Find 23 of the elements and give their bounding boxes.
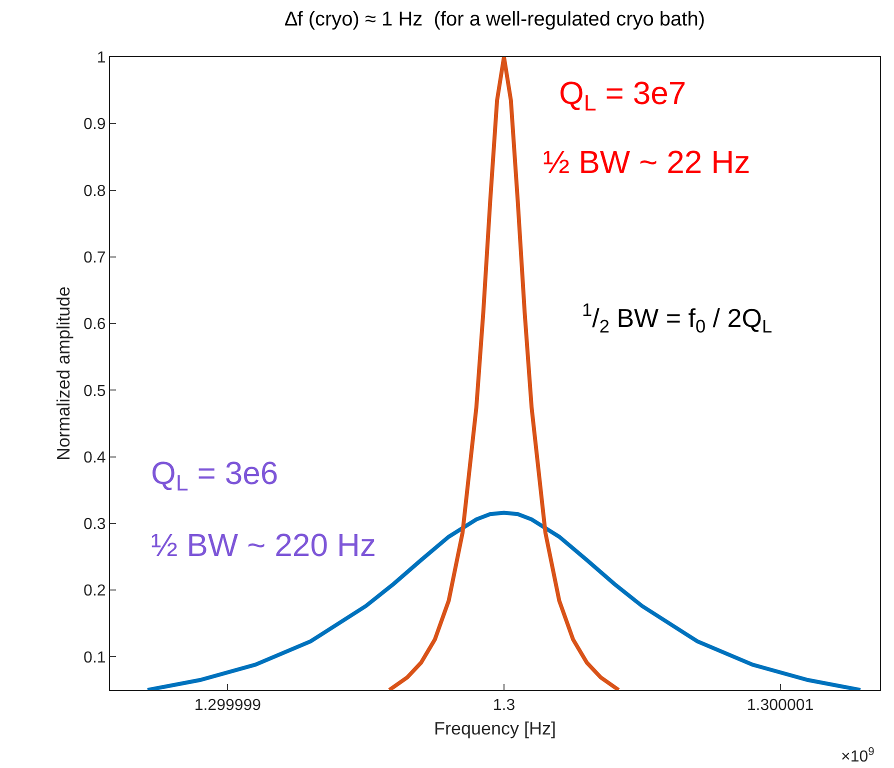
text: ×10$^{9}$ — [841, 746, 874, 766]
y-axis-title: Normalized amplitude — [54, 286, 74, 461]
x-tick-label: 1.299999 — [194, 697, 262, 714]
annotation: Q$_{L}$ = 3e7 — [559, 75, 686, 116]
annotation: ½ BW ~ 220 Hz — [151, 527, 376, 563]
x-axis-title: Frequency [Hz] — [434, 718, 556, 738]
annotation: ½ BW ~ 22 Hz — [543, 144, 750, 180]
y-tick-label: 0.9 — [84, 116, 106, 134]
x-tick-label: 1.3 — [492, 697, 516, 714]
y-tick-label: 1 — [96, 50, 106, 67]
y-tick-label: 0.4 — [84, 449, 106, 466]
line-series — [146, 510, 862, 690]
y-tick-label: 0.3 — [84, 516, 106, 534]
y-tick-label: 0.2 — [84, 582, 106, 600]
annotation: Q$_{L}$ = 3e6 — [151, 455, 278, 496]
y-tick-label: 0.1 — [84, 649, 106, 666]
annotation: $^{1}$/$_{2}$ BW = f$_{0}$ / 2Q$_{L}$ — [582, 300, 772, 336]
y-tick-label: 0.7 — [84, 249, 106, 266]
y-tick-label: 0.6 — [84, 316, 106, 334]
y-tick-label: 0.5 — [84, 382, 106, 400]
chart-title: ∆f (cryo) ≈ 1 Hz (for a well-regulated cryo bath) — [284, 8, 706, 31]
y-tick-label: 0.8 — [84, 182, 106, 200]
x-tick-label: 1.300001 — [746, 697, 814, 714]
